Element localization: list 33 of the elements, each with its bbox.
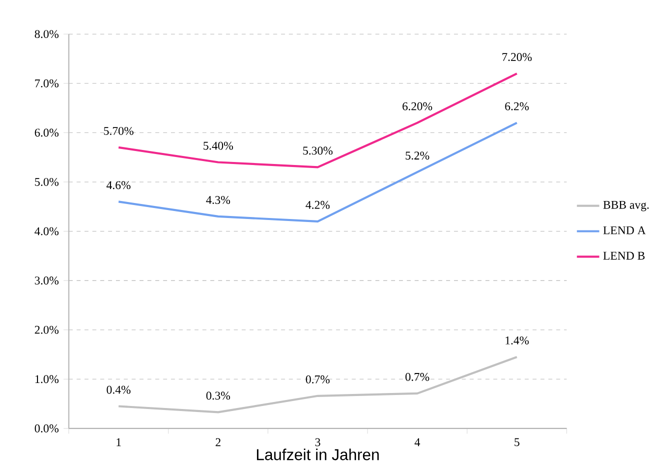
data-label: 0.3% <box>206 392 230 400</box>
x-tick-label: 3 <box>315 438 320 446</box>
y-tick-label: 1.0% <box>35 375 59 384</box>
data-label: 1.4% <box>506 336 529 345</box>
y-tick-label: 0.0% <box>34 424 59 433</box>
legend-label: LEND A <box>603 226 646 234</box>
data-label: 0.4% <box>106 386 130 394</box>
y-tick-label: 7.0% <box>35 80 59 88</box>
y-tick-label: 8.0% <box>34 30 59 38</box>
legend-label: BBB avg. <box>603 201 649 212</box>
data-label: 6.20% <box>402 102 432 110</box>
data-label: 5.30% <box>303 146 333 155</box>
data-label: 6.2% <box>505 102 529 110</box>
data-label: 5.40% <box>204 142 233 150</box>
y-tick-label: 3.0% <box>34 276 59 285</box>
data-label: 5.2% <box>406 152 430 160</box>
x-axis-title: Laufzeit in Jahren <box>256 448 379 460</box>
legend-label: LEND B <box>603 252 645 260</box>
data-label: 4.3% <box>206 196 230 204</box>
data-label: 4.6% <box>106 181 130 190</box>
data-label: 0.7% <box>306 376 330 384</box>
data-label: 4.2% <box>306 201 330 210</box>
y-tick-label: 6.0% <box>34 128 59 137</box>
data-label: 0.7% <box>405 373 430 382</box>
x-tick-label: 2 <box>216 438 220 446</box>
x-tick-label: 1 <box>116 438 121 446</box>
data-label: 7.20% <box>502 53 532 62</box>
x-tick-label: 4 <box>414 438 420 446</box>
x-tick-label: 5 <box>514 438 520 446</box>
y-tick-label: 5.0% <box>35 178 59 186</box>
y-tick-label: 4.0% <box>34 227 59 236</box>
y-tick-label: 2.0% <box>34 326 59 334</box>
data-label: 5.70% <box>104 127 134 136</box>
